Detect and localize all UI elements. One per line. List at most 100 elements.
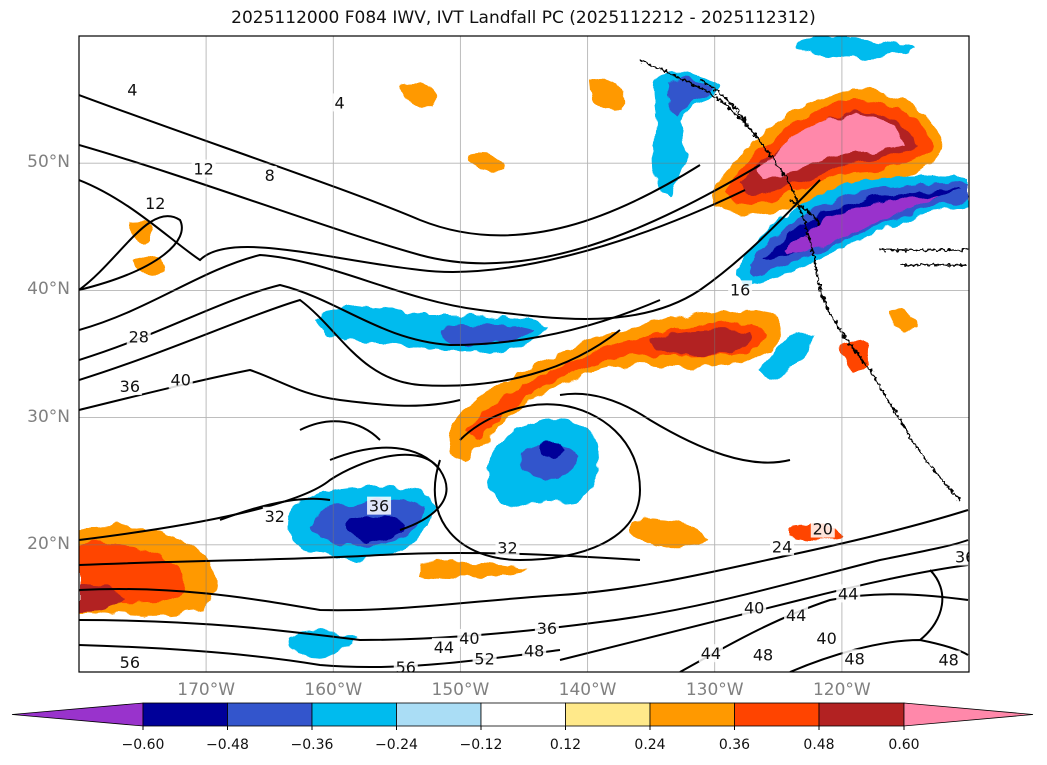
- contour-label-bg: [191, 159, 216, 178]
- colorbar-segment: [565, 702, 651, 727]
- contour-label: 36: [537, 619, 557, 638]
- colorbar-segment: [227, 702, 313, 727]
- colorbar-segment: [311, 702, 397, 727]
- contour-label: 36: [369, 497, 389, 516]
- contour-label: 44: [786, 606, 806, 625]
- colorbar-segment: [818, 702, 905, 727]
- contour-label: 56: [396, 658, 416, 677]
- contour-label: 28: [129, 327, 149, 346]
- contour-label-bg: [143, 193, 168, 212]
- contour-label-bg: [117, 377, 142, 396]
- lat-label: 30°N: [27, 406, 70, 427]
- contour-label-bg: [728, 280, 753, 299]
- colorbar-segment: [142, 702, 228, 727]
- contour-label: 40: [816, 629, 836, 648]
- coastline: [639, 59, 968, 501]
- contour-label-bg: [814, 628, 839, 647]
- contour-label: 56: [120, 653, 140, 672]
- lat-label: 50°N: [27, 152, 70, 173]
- contour-label-bg: [836, 584, 861, 603]
- contour-label-bg: [262, 506, 287, 525]
- contour-label: 36: [955, 548, 975, 567]
- gridlines: [79, 36, 969, 672]
- contour-label: 16: [730, 280, 750, 299]
- contour-label: 52: [474, 649, 494, 668]
- contour-label: 32: [265, 507, 285, 526]
- lon-label: 150°W: [431, 680, 490, 700]
- colorbar-tick-label: −0.36: [290, 737, 334, 753]
- colorbar-tick-label: −0.12: [459, 737, 503, 753]
- colorbar-segment: [649, 702, 735, 727]
- contour-label: 48: [938, 651, 958, 670]
- contour-label: 24: [772, 537, 792, 556]
- contour-label: 40: [459, 629, 479, 648]
- colorbar-tick-label: 0.48: [803, 737, 835, 753]
- contour-label: 40: [744, 598, 764, 617]
- colorbar-tick-label: 0.24: [634, 737, 666, 753]
- lon-label: 140°W: [558, 680, 617, 700]
- colorbar-segment: [11, 702, 144, 727]
- contour-label: 20: [813, 520, 833, 539]
- contour-label: 48: [753, 645, 773, 664]
- contour-label: 48: [524, 642, 544, 661]
- contour-label-bg: [332, 93, 347, 112]
- contour-label-bg: [534, 618, 559, 637]
- lon-label: 160°W: [304, 680, 363, 700]
- contour-label-bg: [842, 649, 867, 668]
- contour-label: 32: [497, 539, 517, 558]
- colorbar-tick-label: 0.60: [888, 737, 920, 753]
- colorbar-segment: [480, 702, 566, 727]
- contour-label: 44: [434, 638, 454, 657]
- contour-label: 40: [171, 371, 191, 390]
- contour-label: 44: [838, 584, 858, 603]
- colorbar-segment: [734, 702, 820, 727]
- contour-label-bg: [742, 598, 767, 617]
- colorbar-tick-label: −0.60: [121, 737, 165, 753]
- contour-label-bg: [784, 606, 809, 625]
- colorbar: [11, 702, 1034, 730]
- contour-label-bg: [698, 644, 723, 663]
- iwv-contours: [79, 94, 969, 672]
- contour-label-bg: [495, 538, 520, 557]
- contour-label: 44: [701, 644, 721, 663]
- contour-label-bg: [262, 165, 277, 184]
- lon-label: 120°W: [812, 680, 871, 700]
- colorbar-tick-label: −0.48: [206, 737, 249, 753]
- colorbar-segment: [903, 702, 1034, 727]
- colorbar-segment: [396, 702, 482, 727]
- contour-label-bg: [770, 537, 795, 556]
- contour-label-bg: [431, 637, 456, 656]
- contour-label: 48: [844, 649, 864, 668]
- lon-label: 170°W: [177, 680, 236, 700]
- lon-label: 130°W: [685, 680, 744, 700]
- contour-label-bg: [936, 650, 961, 669]
- contour-label-bg: [810, 519, 835, 538]
- contour-label: 36: [120, 377, 140, 396]
- contour-label-bg: [457, 628, 482, 647]
- contour-label-bg: [522, 641, 547, 660]
- contour-label: 4: [127, 81, 137, 100]
- contour-label-bg: [126, 327, 151, 346]
- colorbar-tick-label: 0.12: [549, 737, 582, 753]
- contour-label-bg: [472, 649, 497, 668]
- contour-label-bg: [953, 547, 969, 566]
- lat-label: 40°N: [27, 279, 70, 300]
- contour-label-bg: [393, 658, 418, 672]
- colorbar-tick-label: −0.24: [375, 737, 418, 753]
- contour-label-bg: [125, 80, 140, 99]
- lat-label: 20°N: [27, 533, 70, 554]
- colorbar-tick-label: 0.36: [718, 737, 751, 753]
- contour-label: 8: [265, 166, 275, 185]
- contour-label: 12: [145, 194, 165, 213]
- contour-label-bg: [117, 653, 142, 672]
- contour-label-bg: [168, 370, 193, 389]
- contour-label: 12: [193, 160, 213, 179]
- pc-shading: [79, 38, 968, 657]
- contour-label-bg: [751, 645, 776, 664]
- contour-label: 4: [335, 93, 345, 112]
- map-frame: [78, 35, 970, 673]
- contour-label-bg: [367, 496, 392, 515]
- map-title: 2025112000 F084 IWV, IVT Landfall PC (20…: [231, 8, 816, 28]
